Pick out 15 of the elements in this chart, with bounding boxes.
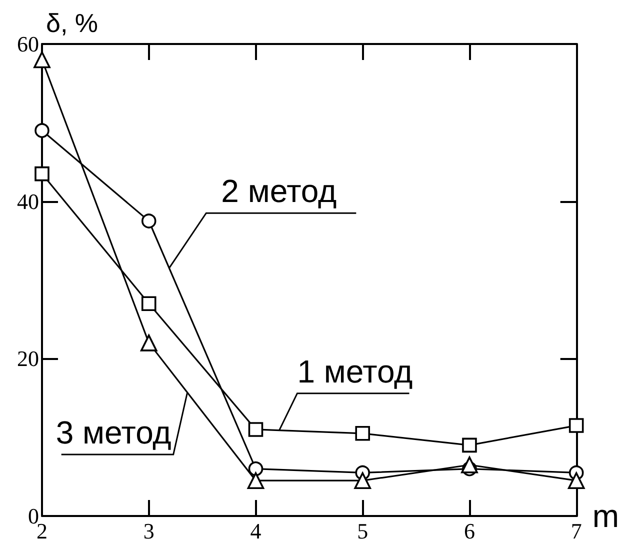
x-tick-label: 4	[250, 518, 262, 544]
x-tick-label: 7	[570, 518, 582, 544]
y-tick-label: 60	[17, 32, 39, 56]
y-tick-label: 0	[28, 504, 39, 528]
x-axis-title: m	[592, 498, 619, 534]
y-axis-title: δ, %	[46, 8, 98, 38]
x-tick-label: 3	[143, 518, 154, 544]
y-tick-label: 40	[17, 188, 39, 214]
series-label: 3 метод	[56, 414, 172, 450]
x-tick-label: 2	[36, 518, 48, 544]
x-tick-label: 5	[357, 518, 368, 544]
y-tick-label: 20	[17, 346, 39, 372]
series-label: 1 метод	[297, 353, 414, 390]
x-tick-label: 6	[464, 518, 475, 544]
text: 2 метод	[221, 173, 337, 210]
